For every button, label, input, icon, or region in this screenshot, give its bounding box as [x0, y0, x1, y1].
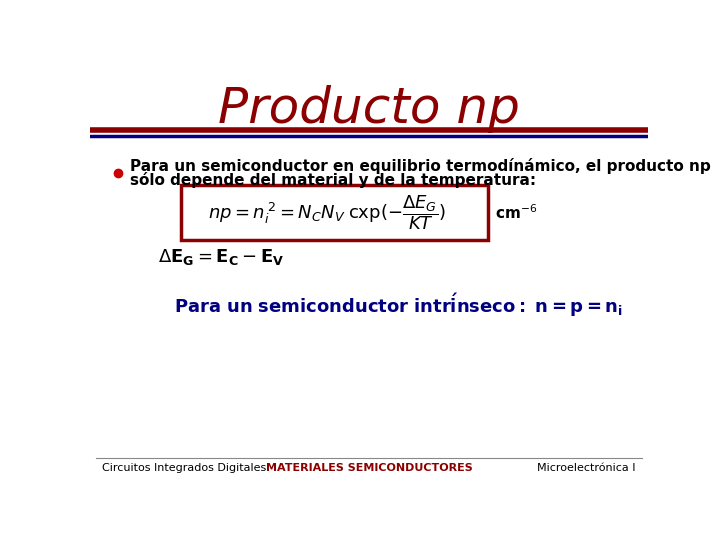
Text: MATERIALES SEMICONDUCTORES: MATERIALES SEMICONDUCTORES: [266, 463, 472, 473]
Text: cm$^{-6}$: cm$^{-6}$: [495, 203, 538, 222]
Text: Circuitos Integrados Digitales: Circuitos Integrados Digitales: [102, 463, 266, 473]
FancyBboxPatch shape: [181, 185, 487, 240]
Text: sólo depende del material y de la temperatura:: sólo depende del material y de la temper…: [130, 172, 536, 188]
Text: $\bf{Para\ un\ semiconductor\ intr\'{i}nseco{:}\ n = p = n_i}$: $\bf{Para\ un\ semiconductor\ intr\'{i}n…: [174, 291, 623, 319]
Text: $np = n_i^{\,2} = N_C N_V \; \mathrm{cxp}(-\dfrac{\Delta E_G}{KT})$: $np = n_i^{\,2} = N_C N_V \; \mathrm{cxp…: [208, 193, 446, 232]
Text: Producto np: Producto np: [218, 85, 520, 133]
Text: $\Delta\mathbf{E}_\mathbf{G} = \mathbf{E}_\mathbf{C} - \mathbf{E}_\mathbf{V}$: $\Delta\mathbf{E}_\mathbf{G} = \mathbf{E…: [158, 247, 284, 267]
Text: Para un semiconductor en equilibrio termodínámico, el producto np: Para un semiconductor en equilibrio term…: [130, 158, 711, 174]
Text: Microelectrónica I: Microelectrónica I: [537, 463, 636, 473]
